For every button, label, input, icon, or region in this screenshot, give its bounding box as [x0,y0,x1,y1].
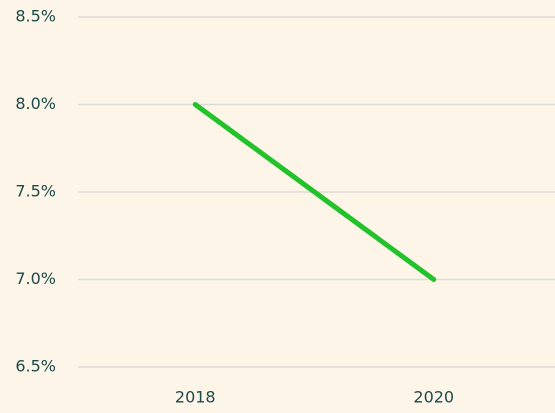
x-tick-label: 2020 [413,388,454,407]
y-tick-label: 6.5% [15,357,56,376]
y-tick-label: 8.0% [15,94,56,113]
y-tick-label: 7.5% [15,182,56,201]
x-tick-label: 2018 [175,388,216,407]
y-tick-label: 8.5% [15,7,56,26]
line [192,102,437,282]
y-tick-label: 7.0% [15,269,56,288]
